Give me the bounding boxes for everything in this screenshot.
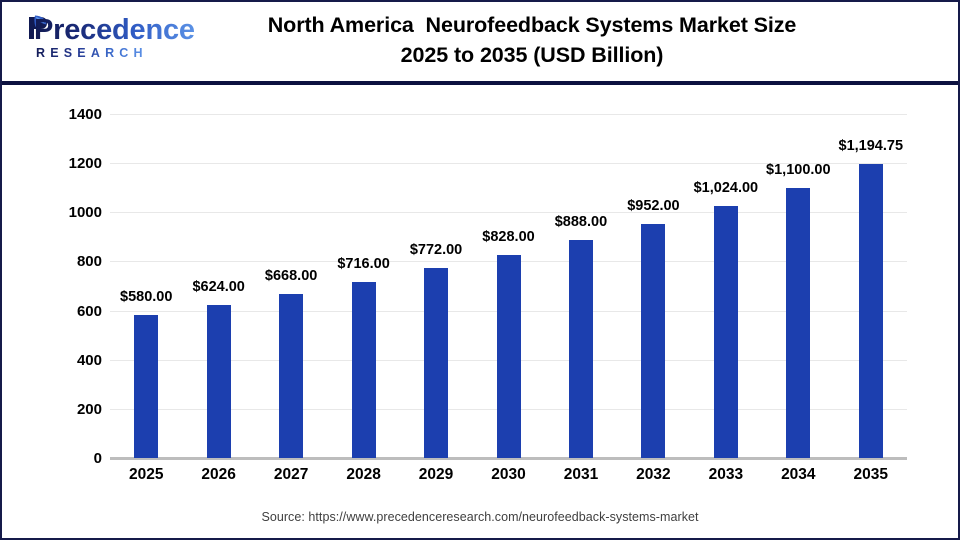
chart-title-line-1: North America Neurofeedback Systems Mark… — [267, 13, 797, 37]
x-axis-tick-label: 2032 — [636, 466, 671, 483]
x-axis-tick-label: 2026 — [201, 466, 236, 483]
bar-value-label: $1,024.00 — [693, 180, 759, 197]
chart-title: North America Neurofeedback Systems Mark… — [182, 10, 882, 70]
y-axis-tick-label: 200 — [76, 400, 102, 418]
y-axis-tick-label: 1200 — [68, 155, 102, 173]
y-axis-tick-label: 1000 — [68, 204, 102, 222]
bar[interactable] — [496, 254, 521, 458]
y-axis-tick-label: 800 — [76, 253, 102, 271]
bar[interactable] — [568, 239, 593, 458]
precedence-research-logo: Precedence RESEARCH — [16, 12, 195, 64]
bar-value-label: $772.00 — [409, 242, 463, 259]
bar-value-label: $888.00 — [554, 213, 608, 230]
bar[interactable] — [641, 224, 666, 458]
precedence-leaf-mark — [29, 15, 47, 39]
bar[interactable] — [351, 282, 376, 458]
x-axis-tick-label: 2028 — [346, 466, 381, 483]
bar-value-label: $580.00 — [120, 289, 173, 306]
y-axis-tick-label: 0 — [93, 450, 102, 467]
x-axis-tick-label: 2025 — [128, 466, 164, 483]
bar[interactable] — [134, 315, 159, 458]
gridline — [110, 114, 907, 115]
y-axis-tick-label: 600 — [76, 302, 102, 320]
axis-baseline — [110, 457, 907, 460]
bar[interactable] — [279, 293, 304, 458]
bar-value-label: $828.00 — [482, 228, 535, 245]
x-axis-tick-label: 2029 — [418, 466, 454, 483]
bar-value-label: $716.00 — [337, 256, 390, 273]
y-axis-tick-label: 1400 — [68, 106, 102, 123]
bar[interactable] — [424, 268, 449, 458]
x-axis-tick-label: 2030 — [491, 466, 526, 483]
y-axis: 0 200 400 600 800 1000 1200 1400 — [40, 2, 102, 538]
bar[interactable] — [858, 164, 883, 458]
gridline — [110, 212, 907, 214]
logo-subtitle: RESEARCH — [36, 46, 148, 60]
bar-value-label: $1,194.75 — [838, 138, 904, 155]
x-axis-tick-label: 2035 — [853, 466, 888, 483]
logo-wordmark: Precedence — [34, 14, 195, 46]
chart-header: Precedence RESEARCH North America Neurof… — [2, 2, 958, 81]
bar[interactable] — [786, 187, 811, 458]
x-axis-tick-label: 2027 — [273, 466, 309, 483]
x-axis-tick-label: 2031 — [563, 466, 599, 483]
bar[interactable] — [713, 206, 738, 458]
x-axis-tick-label: 2034 — [781, 466, 816, 483]
bar-value-label: $668.00 — [264, 267, 318, 284]
bar-value-label: $952.00 — [627, 198, 680, 215]
gridline — [110, 163, 907, 165]
header-divider — [2, 81, 958, 85]
bar-value-label: $624.00 — [192, 278, 245, 295]
x-axis-tick-label: 2033 — [708, 466, 744, 483]
y-axis-tick-label: 400 — [76, 351, 102, 369]
bar[interactable] — [206, 304, 231, 458]
chart-title-line-2: 2025 to 2035 (USD Billion) — [400, 43, 664, 67]
source-caption: Source: https://www.precedenceresearch.c… — [261, 510, 699, 524]
bar-value-label: $1,100.00 — [766, 161, 831, 178]
